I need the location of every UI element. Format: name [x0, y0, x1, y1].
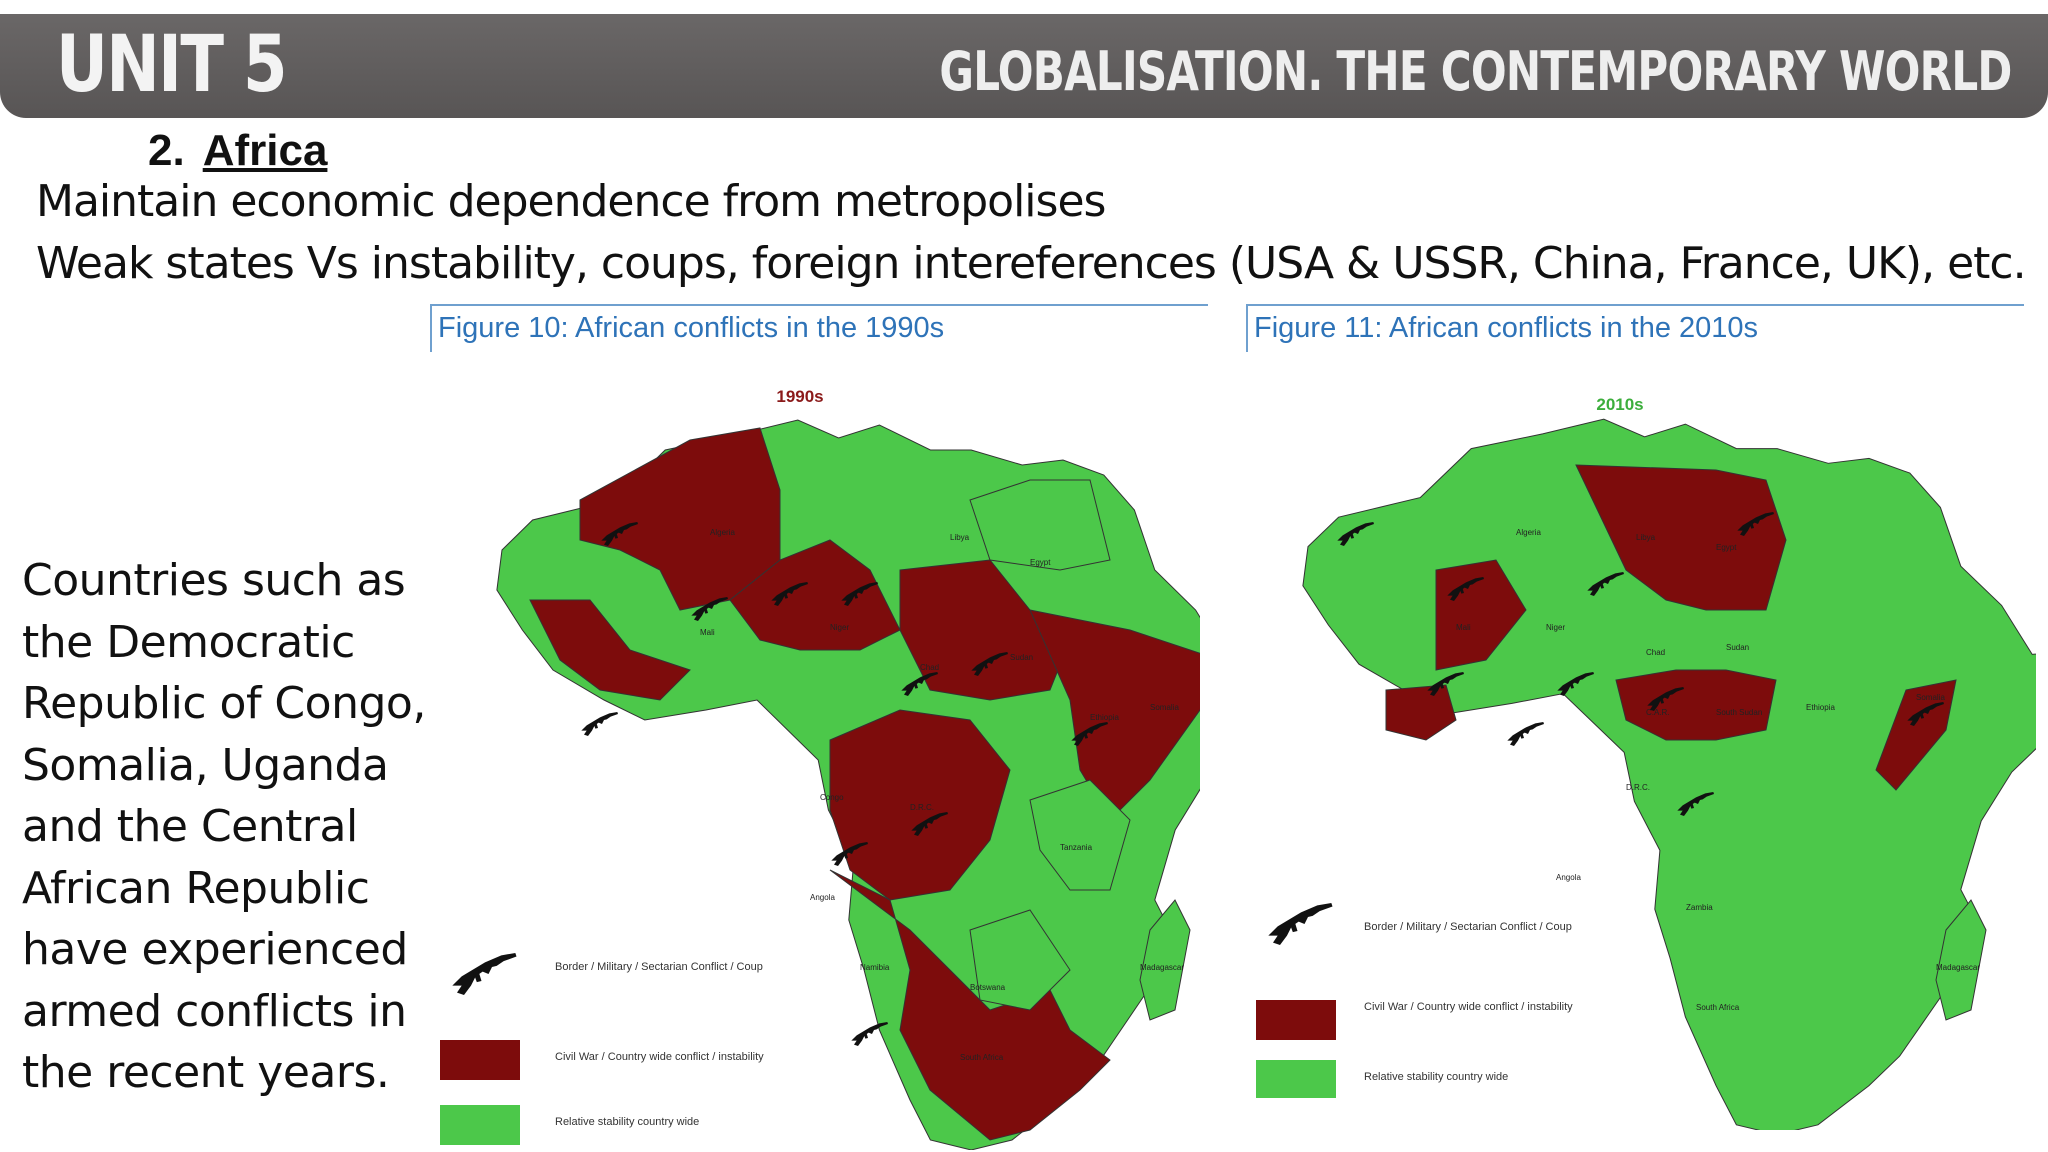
figure-10-caption: Figure 10: African conflicts in the 1990… — [430, 304, 1208, 352]
legend-1990s: Border / Military / Sectarian Conflict /… — [440, 953, 764, 1145]
label-south-africa: South Africa — [1696, 1003, 1740, 1012]
label-angola: Angola — [810, 893, 835, 902]
label-drc: D.R.C. — [1626, 783, 1650, 792]
legend-stable-swatch — [1256, 1060, 1336, 1098]
map-labels-1990s: Algeria Niger Mali Chad Sudan Egypt Liby… — [700, 528, 1184, 1062]
legend-conflict-swatch — [440, 1040, 520, 1080]
rifle-icon — [1507, 722, 1544, 746]
course-title: GLOBALISATION. THE CONTEMPORARY WORLD — [939, 40, 2013, 103]
region-somalia — [1875, 679, 1957, 791]
label-niger: Niger — [1546, 623, 1565, 632]
label-egypt: Egypt — [1716, 543, 1737, 552]
section-title: Africa — [202, 126, 328, 175]
rifle-icon — [581, 712, 618, 736]
label-mali: Mali — [1456, 623, 1471, 632]
legend-stable-swatch — [440, 1105, 520, 1145]
side-line: the Democratic — [22, 616, 355, 668]
label-ethiopia: Ethiopia — [1090, 713, 1119, 722]
side-line: and the Central — [22, 801, 358, 852]
body-line-2: Weak states Vs instability, coups, forei… — [36, 238, 2027, 289]
side-line: African Republic — [22, 862, 370, 914]
legend-2010s: Border / Military / Sectarian Conflict /… — [1256, 903, 1573, 1098]
legend-conflict-swatch — [1256, 1000, 1336, 1040]
side-line: armed conflicts in — [22, 985, 407, 1037]
label-namibia: Namibia — [860, 963, 890, 972]
region-ivory-coast — [1385, 684, 1457, 741]
label-drc: D.R.C. — [910, 803, 934, 812]
label-ethiopia: Ethiopia — [1806, 703, 1835, 712]
label-botswana: Botswana — [970, 983, 1006, 992]
label-sudan: Sudan — [1726, 643, 1749, 652]
side-line: have experienced — [22, 924, 408, 975]
region-ethiopia-somalia — [1029, 609, 1200, 821]
section-number: 2. — [148, 126, 185, 175]
unit-label: UNIT 5 — [56, 20, 287, 110]
africa-landmass-2010s — [1302, 418, 2036, 1130]
label-egypt: Egypt — [1030, 558, 1051, 567]
label-chad: Chad — [920, 663, 939, 672]
region-tanzania — [1029, 779, 1131, 891]
label-somalia: Somalia — [1916, 693, 1945, 702]
label-zambia: Zambia — [1686, 903, 1713, 912]
legend-weapon-label: Border / Military / Sectarian Conflict /… — [1364, 921, 1572, 933]
label-algeria: Algeria — [1516, 528, 1541, 537]
side-line: Countries such as — [22, 555, 406, 606]
legend-stable-label: Relative stability country wide — [555, 1116, 699, 1128]
region-libya-egypt — [1575, 464, 1787, 611]
label-angola: Angola — [1556, 873, 1581, 882]
side-line: Republic of Congo, — [22, 678, 426, 729]
label-libya: Libya — [1636, 533, 1656, 542]
legend-rifle-icon — [1268, 903, 1333, 945]
map-labels-2010s: Algeria Libya Egypt Mali Niger Chad Suda… — [1456, 528, 1980, 1012]
label-car: C.A.R. — [1646, 708, 1670, 717]
label-algeria: Algeria — [710, 528, 735, 537]
legend-weapon-label: Border / Military / Sectarian Conflict /… — [555, 961, 763, 973]
label-niger: Niger — [830, 623, 849, 632]
header-banner: UNIT 5 GLOBALISATION. THE CONTEMPORARY W… — [0, 14, 2048, 118]
region-madagascar — [1139, 899, 1191, 1021]
label-tanzania: Tanzania — [1060, 843, 1093, 852]
region-drc — [829, 709, 1011, 901]
region-libya-egypt — [969, 479, 1111, 571]
label-south-sudan: South Sudan — [1716, 708, 1762, 717]
map-1990s: 1990s Algeria Niger Mali Chad Sudan Egyp… — [440, 387, 1200, 1150]
label-madagascar: Madagascar — [1936, 963, 1980, 972]
region-zimbabwe — [969, 909, 1071, 1011]
legend-civil-war-label: Civil War / Country wide conflict / inst… — [555, 1051, 764, 1063]
region-angola-southafrica — [829, 869, 1111, 1141]
label-south-africa: South Africa — [960, 1053, 1004, 1062]
side-line: the recent years. — [22, 1047, 390, 1098]
africa-landmass-1990s — [496, 419, 1200, 1150]
region-sudan — [899, 559, 1071, 701]
figure-11-caption: Figure 11: African conflicts in the 2010… — [1246, 304, 2024, 352]
side-paragraph: Countries such as the Democratic Republi… — [22, 550, 432, 1104]
label-madagascar: Madagascar — [1140, 963, 1184, 972]
label-congo: Congo — [820, 793, 844, 802]
map-2010s: 2010s Algeria Libya Egypt Mali Niger Cha… — [1256, 395, 2036, 1130]
map-year-2010s: 2010s — [1596, 395, 1643, 414]
label-sudan: Sudan — [1010, 653, 1033, 662]
map-year-1990s: 1990s — [776, 387, 823, 406]
region-westafrica — [529, 599, 691, 701]
region-madagascar — [1935, 899, 1987, 1021]
legend-rifle-icon — [452, 953, 517, 995]
legend-civil-war-label: Civil War / Country wide conflict / inst… — [1364, 1001, 1573, 1013]
label-chad: Chad — [1646, 648, 1665, 657]
side-line: Somalia, Uganda — [22, 739, 389, 791]
label-somalia: Somalia — [1150, 703, 1179, 712]
section-heading: 2. Africa — [148, 126, 327, 176]
label-mali: Mali — [700, 628, 715, 637]
label-libya: Libya — [950, 533, 970, 542]
body-line-1: Maintain economic dependence from metrop… — [36, 176, 1106, 227]
legend-stable-label: Relative stability country wide — [1364, 1071, 1508, 1083]
region-car-southsudan — [1615, 669, 1777, 741]
